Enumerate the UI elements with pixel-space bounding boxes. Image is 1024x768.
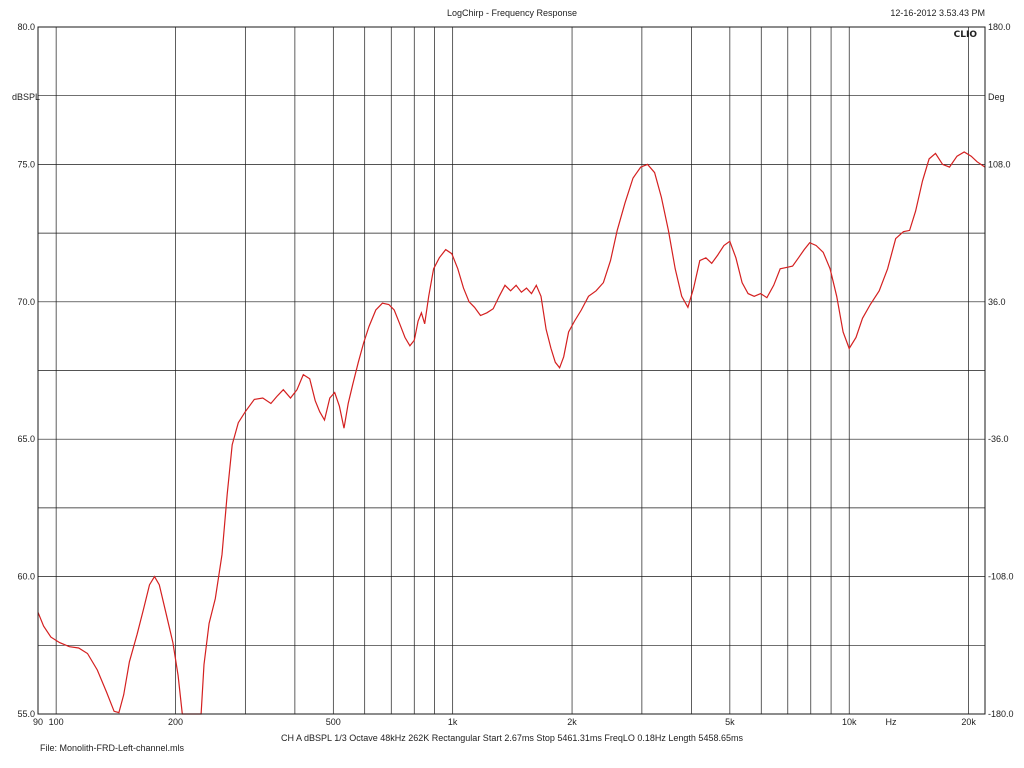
x-tick-label: 1k	[448, 717, 458, 727]
chart-title: LogChirp - Frequency Response	[447, 8, 577, 18]
file-name: File: Monolith-FRD-Left-channel.mls	[40, 743, 185, 753]
x-tick-label: 20k	[961, 717, 976, 727]
y2-axis-label: Deg	[988, 92, 1005, 102]
x-tick-label: 500	[326, 717, 341, 727]
grid-lines	[38, 27, 985, 714]
x-tick-label: 100	[49, 717, 64, 727]
y2-tick-label: 108.0	[988, 159, 1011, 169]
x-tick-label: 2k	[567, 717, 577, 727]
x-tick-label: 10k	[842, 717, 857, 727]
clio-logo: CLIO	[954, 30, 978, 40]
plot-frame	[37, 26, 986, 715]
x-tick-label: 90	[33, 717, 43, 727]
y-tick-labels: 80.0 75.0 70.0 65.0 60.0 55.0	[17, 22, 35, 719]
x-tick-label: 200	[168, 717, 183, 727]
measurement-settings: CH A dBSPL 1/3 Octave 48kHz 262K Rectang…	[281, 733, 743, 743]
y2-tick-label: -36.0	[988, 434, 1009, 444]
y-tick-label: 75.0	[17, 159, 35, 169]
y-tick-label: 80.0	[17, 22, 35, 32]
y-tick-label: 55.0	[17, 709, 35, 719]
x-tick-label: 5k	[725, 717, 735, 727]
x-unit-label: Hz	[886, 717, 897, 727]
y2-tick-label: -108.0	[988, 572, 1014, 582]
y-tick-label: 60.0	[17, 572, 35, 582]
y-axis-label: dBSPL	[12, 92, 40, 102]
y2-tick-label: 180.0	[988, 22, 1011, 32]
timestamp: 12-16-2012 3.53.43 PM	[890, 8, 985, 18]
y2-tick-label: -180.0	[988, 709, 1014, 719]
y2-tick-label: 36.0	[988, 297, 1006, 307]
frequency-response-trace	[37, 151, 986, 715]
x-tick-labels: 90 100 200 500 1k 2k 5k 10k 20k	[33, 717, 976, 727]
y2-tick-labels: 180.0 108.0 36.0 -36.0 -108.0 -180.0	[988, 22, 1014, 719]
y-tick-label: 70.0	[17, 297, 35, 307]
y-tick-label: 65.0	[17, 434, 35, 444]
